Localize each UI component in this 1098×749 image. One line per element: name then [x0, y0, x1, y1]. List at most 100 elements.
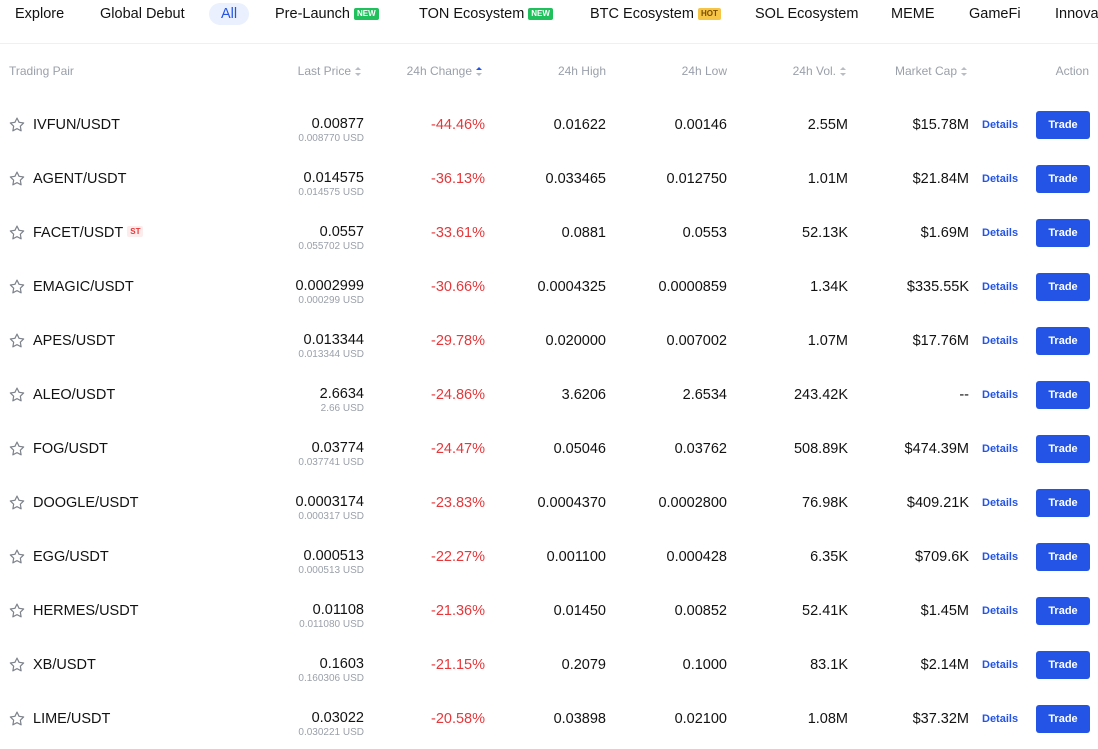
tab-btc-ecosystem[interactable]: BTC Ecosystem HOT — [590, 3, 721, 25]
change-24h: -29.78% — [430, 333, 485, 349]
table-row[interactable]: FOG/USDT 0.03774 0.037741 USD -24.47% 0.… — [0, 422, 1098, 476]
star-outline-icon[interactable] — [8, 386, 26, 404]
trade-button[interactable]: Trade — [1036, 543, 1090, 571]
details-link[interactable]: Details — [982, 119, 1019, 131]
trade-button[interactable]: Trade — [1036, 597, 1090, 625]
category-tabs: Explore Global Debut All Pre-Launch NEW T… — [0, 0, 1098, 44]
details-link[interactable]: Details — [982, 281, 1019, 293]
tab-ton-ecosystem[interactable]: TON Ecosystem NEW — [419, 3, 553, 25]
header-last-price[interactable]: Last Price — [298, 60, 361, 82]
header-label: Last Price — [297, 64, 351, 78]
tab-all[interactable]: All — [209, 3, 250, 25]
star-outline-icon[interactable] — [8, 710, 26, 728]
table-row[interactable]: LIME/USDT 0.03022 0.030221 USD -20.58% 0… — [0, 692, 1098, 746]
volume-24h: 83.1K — [810, 657, 848, 673]
tab-label: Innova — [1055, 6, 1098, 22]
trading-pair[interactable]: IVFUN/USDT — [33, 115, 120, 135]
low-24h: 0.000428 — [666, 549, 727, 565]
high-24h: 0.03898 — [553, 711, 606, 727]
table-row[interactable]: XB/USDT 0.1603 0.160306 USD -21.15% 0.20… — [0, 638, 1098, 692]
trading-pair[interactable]: EGG/USDT — [33, 547, 109, 567]
header-label: 24h Vol. — [792, 64, 836, 78]
star-outline-icon[interactable] — [8, 278, 26, 296]
star-outline-icon[interactable] — [8, 332, 26, 350]
trading-pair[interactable]: FOG/USDT — [33, 439, 108, 459]
details-link[interactable]: Details — [982, 335, 1019, 347]
market-cap: $37.32M — [912, 711, 969, 727]
low-24h: 0.03762 — [674, 441, 727, 457]
trading-pair[interactable]: EMAGIC/USDT — [33, 277, 134, 297]
table-row[interactable]: APES/USDT 0.013344 0.013344 USD -29.78% … — [0, 314, 1098, 368]
trading-pair[interactable]: AGENT/USDT — [33, 169, 126, 189]
trade-button[interactable]: Trade — [1036, 651, 1090, 679]
star-outline-icon[interactable] — [8, 224, 26, 242]
usd-price: 0.011080 USD — [299, 619, 364, 630]
star-outline-icon[interactable] — [8, 494, 26, 512]
table-row[interactable]: HERMES/USDT 0.01108 0.011080 USD -21.36%… — [0, 584, 1098, 638]
trade-button[interactable]: Trade — [1036, 111, 1090, 139]
tab-global-debut[interactable]: Global Debut — [100, 3, 185, 25]
trade-button[interactable]: Trade — [1036, 273, 1090, 301]
pair-name: FACET/USDT — [33, 225, 124, 241]
star-outline-icon[interactable] — [8, 116, 26, 134]
tab-label: TON Ecosystem — [419, 6, 525, 22]
table-row[interactable]: EGG/USDT 0.000513 0.000513 USD -22.27% 0… — [0, 530, 1098, 584]
tab-explore[interactable]: Explore — [15, 3, 64, 25]
trading-pair[interactable]: ALEO/USDT — [33, 385, 115, 405]
market-cap: $17.76M — [912, 333, 969, 349]
tab-label: Global Debut — [100, 6, 185, 22]
table-row[interactable]: IVFUN/USDT 0.00877 0.008770 USD -44.46% … — [0, 98, 1098, 152]
volume-24h: 52.41K — [802, 603, 848, 619]
trade-button[interactable]: Trade — [1036, 435, 1090, 463]
header-market-cap[interactable]: Market Cap — [895, 60, 967, 82]
header-24h-change[interactable]: 24h Change — [407, 60, 482, 82]
table-row[interactable]: ALEO/USDT 2.6634 2.66 USD -24.86% 3.6206… — [0, 368, 1098, 422]
low-24h: 0.0002800 — [658, 495, 727, 511]
star-outline-icon[interactable] — [8, 548, 26, 566]
last-price: 0.0003174 — [295, 494, 364, 510]
pair-name: EGG/USDT — [33, 549, 109, 565]
volume-24h: 76.98K — [802, 495, 848, 511]
star-outline-icon[interactable] — [8, 656, 26, 674]
details-link[interactable]: Details — [982, 551, 1019, 563]
star-outline-icon[interactable] — [8, 602, 26, 620]
header-label: 24h Change — [406, 64, 472, 78]
trade-button[interactable]: Trade — [1036, 489, 1090, 517]
tab-gamefi[interactable]: GameFi — [969, 3, 1021, 25]
details-link[interactable]: Details — [982, 605, 1019, 617]
trade-button[interactable]: Trade — [1036, 327, 1090, 355]
pair-name: APES/USDT — [33, 333, 116, 349]
trading-pair[interactable]: HERMES/USDT — [33, 601, 139, 621]
market-cap: $1.45M — [920, 603, 969, 619]
details-link[interactable]: Details — [982, 389, 1019, 401]
details-link[interactable]: Details — [982, 659, 1019, 671]
trading-pair[interactable]: FACET/USDT ST — [33, 223, 144, 243]
tab-pre-launch[interactable]: Pre-Launch NEW — [275, 3, 379, 25]
details-link[interactable]: Details — [982, 497, 1019, 509]
header-24h-volume[interactable]: 24h Vol. — [793, 60, 846, 82]
trade-button[interactable]: Trade — [1036, 219, 1090, 247]
details-link[interactable]: Details — [982, 173, 1019, 185]
star-outline-icon[interactable] — [8, 440, 26, 458]
table-row[interactable]: EMAGIC/USDT 0.0002999 0.000299 USD -30.6… — [0, 260, 1098, 314]
pair-name: IVFUN/USDT — [33, 117, 120, 133]
table-row[interactable]: AGENT/USDT 0.014575 0.014575 USD -36.13%… — [0, 152, 1098, 206]
trading-pair[interactable]: LIME/USDT — [33, 709, 110, 729]
trade-button[interactable]: Trade — [1036, 165, 1090, 193]
details-link[interactable]: Details — [982, 443, 1019, 455]
tab-label: MEME — [891, 6, 935, 22]
trade-button[interactable]: Trade — [1036, 381, 1090, 409]
tab-sol-ecosystem[interactable]: SOL Ecosystem — [755, 3, 858, 25]
trading-pair[interactable]: XB/USDT — [33, 655, 96, 675]
trading-pair[interactable]: DOOGLE/USDT — [33, 493, 139, 513]
trade-button[interactable]: Trade — [1036, 705, 1090, 733]
tab-innovation[interactable]: Innova — [1055, 3, 1098, 25]
tab-meme[interactable]: MEME — [891, 3, 935, 25]
star-outline-icon[interactable] — [8, 170, 26, 188]
details-link[interactable]: Details — [982, 227, 1019, 239]
table-row[interactable]: DOOGLE/USDT 0.0003174 0.000317 USD -23.8… — [0, 476, 1098, 530]
market-table-body: IVFUN/USDT 0.00877 0.008770 USD -44.46% … — [0, 98, 1098, 746]
trading-pair[interactable]: APES/USDT — [33, 331, 115, 351]
table-row[interactable]: FACET/USDT ST 0.0557 0.055702 USD -33.61%… — [0, 206, 1098, 260]
details-link[interactable]: Details — [982, 713, 1019, 725]
